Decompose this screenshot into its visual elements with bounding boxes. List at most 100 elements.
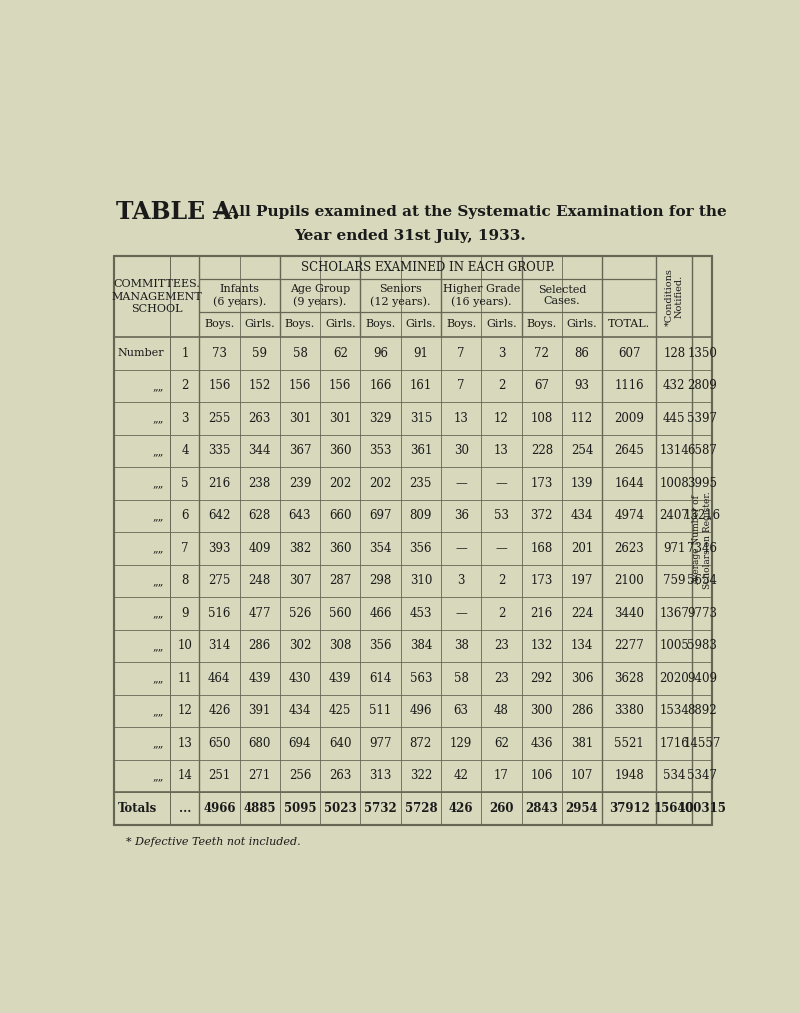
Text: 329: 329 xyxy=(370,412,392,424)
Text: 2843: 2843 xyxy=(526,802,558,814)
Text: 445: 445 xyxy=(663,412,686,424)
Text: 434: 434 xyxy=(289,704,311,717)
Text: 2020: 2020 xyxy=(659,672,689,685)
Text: 563: 563 xyxy=(410,672,432,685)
Text: 58: 58 xyxy=(293,346,307,360)
Text: 17: 17 xyxy=(494,769,509,782)
Text: 201: 201 xyxy=(571,542,593,555)
Text: Infants
(6 years).: Infants (6 years). xyxy=(213,285,266,307)
Text: —: — xyxy=(495,477,507,490)
Text: SCHOLARS EXAMINED IN EACH GROUP.: SCHOLARS EXAMINED IN EACH GROUP. xyxy=(301,261,554,275)
Text: 12: 12 xyxy=(494,412,509,424)
Text: 7: 7 xyxy=(458,346,465,360)
Text: 432: 432 xyxy=(663,380,686,392)
Text: 10: 10 xyxy=(178,639,193,652)
Text: 425: 425 xyxy=(329,704,351,717)
Text: 224: 224 xyxy=(571,607,593,620)
Text: ...: ... xyxy=(179,802,191,814)
Text: 260: 260 xyxy=(490,802,514,814)
Text: 436: 436 xyxy=(530,736,553,750)
Text: 3: 3 xyxy=(182,412,189,424)
Text: 300: 300 xyxy=(530,704,553,717)
Text: 680: 680 xyxy=(249,736,271,750)
Text: 1644: 1644 xyxy=(614,477,644,490)
Text: 2009: 2009 xyxy=(614,412,644,424)
Text: 7: 7 xyxy=(458,380,465,392)
Text: „„: „„ xyxy=(152,738,163,749)
Text: „„: „„ xyxy=(152,706,163,716)
Text: 360: 360 xyxy=(329,445,351,458)
Text: 5095: 5095 xyxy=(284,802,316,814)
Text: 14: 14 xyxy=(178,769,193,782)
Text: 614: 614 xyxy=(370,672,392,685)
Text: 2645: 2645 xyxy=(614,445,644,458)
Text: 5732: 5732 xyxy=(364,802,397,814)
Text: 256: 256 xyxy=(289,769,311,782)
Text: 2: 2 xyxy=(498,574,505,588)
Text: 2623: 2623 xyxy=(614,542,644,555)
Text: Age Group
(9 years).: Age Group (9 years). xyxy=(290,285,350,307)
Text: 42: 42 xyxy=(454,769,469,782)
Text: 91: 91 xyxy=(414,346,428,360)
Text: 93: 93 xyxy=(574,380,590,392)
Text: 3380: 3380 xyxy=(614,704,644,717)
Text: „„: „„ xyxy=(152,575,163,586)
Text: 361: 361 xyxy=(410,445,432,458)
Text: 197: 197 xyxy=(571,574,594,588)
Text: 63: 63 xyxy=(454,704,469,717)
Text: MANAGEMENT: MANAGEMENT xyxy=(111,292,202,302)
Text: 5: 5 xyxy=(182,477,189,490)
Text: 3440: 3440 xyxy=(614,607,644,620)
Text: 156: 156 xyxy=(208,380,230,392)
Text: 216: 216 xyxy=(530,607,553,620)
Text: „„: „„ xyxy=(152,641,163,651)
Text: 314: 314 xyxy=(208,639,230,652)
Text: 2: 2 xyxy=(498,380,505,392)
Text: 37912: 37912 xyxy=(609,802,650,814)
Text: Girls.: Girls. xyxy=(244,319,275,329)
Text: „„: „„ xyxy=(152,609,163,618)
Text: 1314: 1314 xyxy=(659,445,689,458)
Text: 382: 382 xyxy=(289,542,311,555)
Text: 6: 6 xyxy=(182,510,189,523)
Text: 263: 263 xyxy=(329,769,351,782)
Text: 11: 11 xyxy=(178,672,193,685)
Text: 526: 526 xyxy=(289,607,311,620)
Text: —: — xyxy=(495,542,507,555)
Text: —: — xyxy=(455,477,467,490)
Text: 132: 132 xyxy=(530,639,553,652)
Text: 301: 301 xyxy=(329,412,351,424)
Text: Boys.: Boys. xyxy=(526,319,557,329)
Text: 1948: 1948 xyxy=(614,769,644,782)
Text: 4974: 4974 xyxy=(614,510,644,523)
Text: 384: 384 xyxy=(410,639,432,652)
Text: 971: 971 xyxy=(663,542,686,555)
Text: 100315: 100315 xyxy=(678,802,726,814)
Text: 112: 112 xyxy=(571,412,593,424)
Text: 23: 23 xyxy=(494,672,509,685)
Text: 228: 228 xyxy=(530,445,553,458)
Text: „„: „„ xyxy=(152,771,163,781)
Text: 13: 13 xyxy=(494,445,509,458)
Text: Year ended 31st July, 1933.: Year ended 31st July, 1933. xyxy=(294,229,526,242)
Text: 660: 660 xyxy=(329,510,351,523)
Text: Selected
Cases.: Selected Cases. xyxy=(538,285,586,306)
Text: 393: 393 xyxy=(208,542,230,555)
Text: 9773: 9773 xyxy=(687,607,717,620)
Text: 5023: 5023 xyxy=(324,802,357,814)
Text: 5983: 5983 xyxy=(687,639,717,652)
Text: —: — xyxy=(455,607,467,620)
Text: 62: 62 xyxy=(494,736,509,750)
Text: Boys.: Boys. xyxy=(446,319,476,329)
Text: 439: 439 xyxy=(329,672,351,685)
Text: 1350: 1350 xyxy=(687,346,717,360)
Text: 2100: 2100 xyxy=(614,574,644,588)
Text: Higher Grade
(16 years).: Higher Grade (16 years). xyxy=(442,285,520,307)
Text: 107: 107 xyxy=(571,769,594,782)
Text: 809: 809 xyxy=(410,510,432,523)
Text: 381: 381 xyxy=(571,736,593,750)
Text: 286: 286 xyxy=(249,639,270,652)
Text: Boys.: Boys. xyxy=(204,319,234,329)
Text: 2: 2 xyxy=(182,380,189,392)
Text: 9: 9 xyxy=(182,607,189,620)
